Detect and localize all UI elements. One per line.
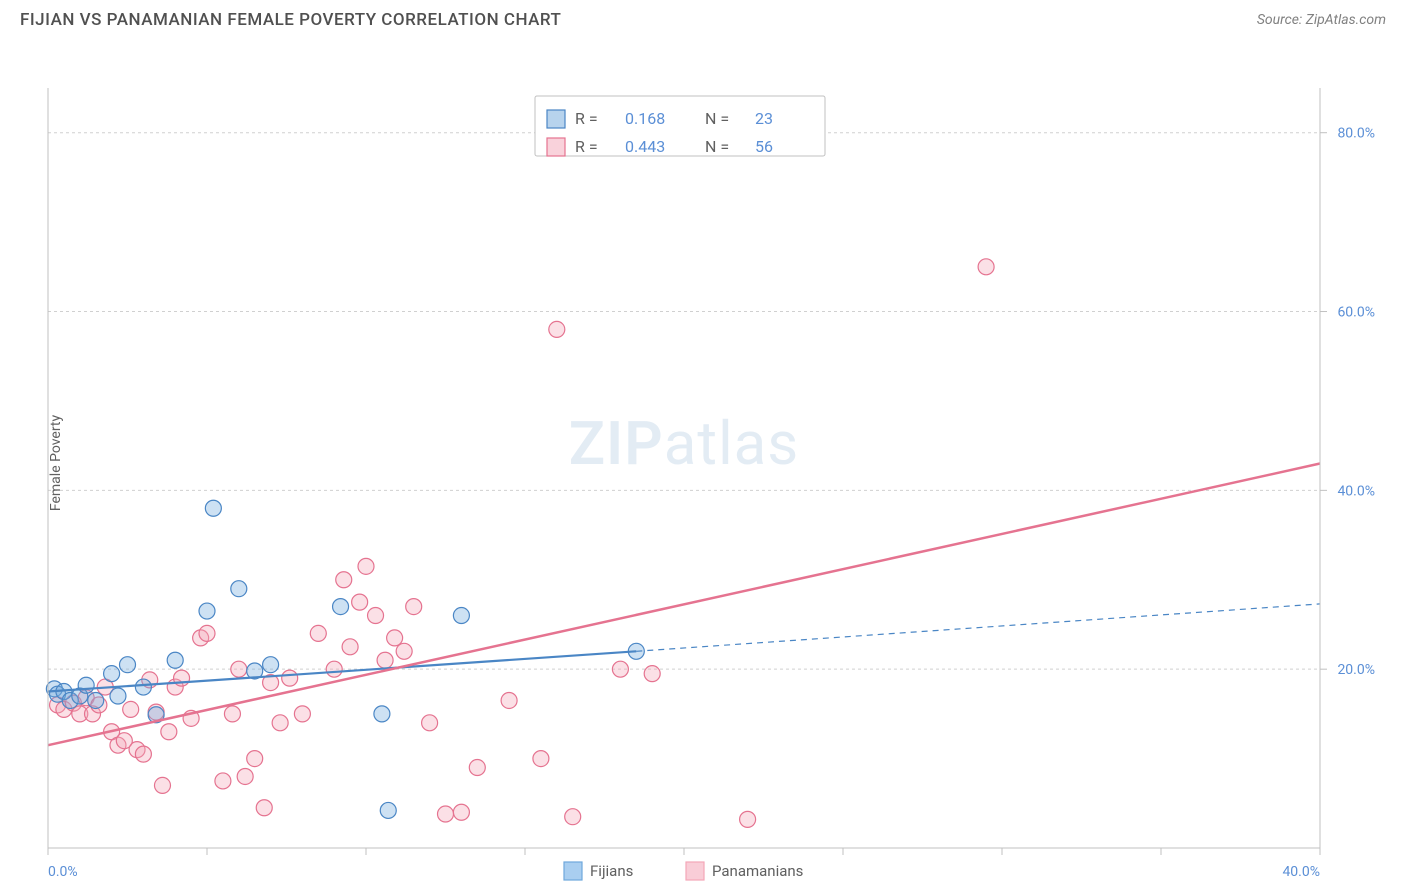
- data-point: [231, 581, 247, 597]
- legend-r-label: R =: [575, 137, 598, 156]
- data-point: [612, 661, 628, 677]
- watermark: ZIPatlas: [569, 408, 800, 479]
- data-point: [377, 652, 393, 668]
- data-point: [224, 706, 240, 722]
- scatter-chart: ZIPatlas 0.0% 40.0% 20.0% 40.0% 60.0% 80.0% R =…: [0, 38, 1406, 888]
- legend-n-label: N =: [705, 137, 729, 156]
- data-point: [123, 701, 139, 717]
- data-point: [422, 715, 438, 731]
- bottom-legend-swatch: [686, 862, 704, 880]
- data-point: [237, 768, 253, 784]
- data-point: [406, 599, 422, 615]
- data-point: [167, 652, 183, 668]
- data-point: [533, 751, 549, 767]
- data-point: [215, 773, 231, 789]
- data-point: [358, 558, 374, 574]
- legend-r-label: R =: [575, 109, 598, 128]
- y-tick-label: 80.0%: [1337, 126, 1375, 142]
- data-point: [333, 599, 349, 615]
- data-point: [272, 715, 288, 731]
- data-point: [205, 500, 221, 516]
- data-point: [438, 806, 454, 822]
- data-point: [310, 625, 326, 641]
- y-tick-label: 40.0%: [1337, 483, 1375, 499]
- y-tick-label: 60.0%: [1337, 305, 1375, 321]
- legend-swatch: [547, 138, 565, 156]
- data-point: [88, 692, 104, 708]
- data-point: [263, 657, 279, 673]
- data-point: [231, 661, 247, 677]
- data-point: [380, 802, 396, 818]
- x-tick-label: 0.0%: [48, 864, 78, 880]
- bottom-legend-label: Fijians: [590, 862, 633, 880]
- data-point: [256, 800, 272, 816]
- data-point: [342, 639, 358, 655]
- trend-line: [48, 464, 1320, 746]
- data-point: [396, 643, 412, 659]
- data-point: [453, 608, 469, 624]
- bottom-legend-swatch: [564, 862, 582, 880]
- data-point: [110, 688, 126, 704]
- data-point: [154, 777, 170, 793]
- data-point: [740, 811, 756, 827]
- data-point: [282, 670, 298, 686]
- data-point: [368, 608, 384, 624]
- chart-container: Female Poverty ZIPatlas 0.0% 40.0% 20.0% 40.…: [0, 38, 1406, 888]
- data-point: [387, 630, 403, 646]
- data-point: [199, 625, 215, 641]
- data-point: [453, 804, 469, 820]
- data-point: [469, 760, 485, 776]
- chart-title: FIJIAN VS PANAMANIAN FEMALE POVERTY CORR…: [20, 10, 561, 30]
- data-point: [336, 572, 352, 588]
- legend-n-value: 23: [755, 109, 773, 128]
- trend-line-extrapolated: [636, 604, 1320, 651]
- bottom-legend-label: Panamanians: [712, 862, 803, 880]
- data-point: [326, 661, 342, 677]
- data-point: [565, 809, 581, 825]
- data-point: [374, 706, 390, 722]
- y-tick-label: 20.0%: [1337, 662, 1375, 678]
- data-point: [294, 706, 310, 722]
- trend-line: [48, 651, 636, 691]
- data-point: [199, 603, 215, 619]
- x-tick-label: 40.0%: [1282, 864, 1320, 880]
- data-point: [501, 692, 517, 708]
- data-point: [161, 724, 177, 740]
- legend-r-value: 0.168: [625, 109, 665, 128]
- data-point: [135, 746, 151, 762]
- data-point: [352, 594, 368, 610]
- data-point: [247, 751, 263, 767]
- data-point: [549, 321, 565, 337]
- data-point: [78, 677, 94, 693]
- legend-n-label: N =: [705, 109, 729, 128]
- data-point: [644, 666, 660, 682]
- y-axis-label: Female Poverty: [48, 415, 64, 511]
- legend-r-value: 0.443: [625, 137, 665, 156]
- data-point: [120, 657, 136, 673]
- data-point: [978, 259, 994, 275]
- legend-swatch: [547, 110, 565, 128]
- data-point: [135, 679, 151, 695]
- source-attribution: Source: ZipAtlas.com: [1257, 12, 1386, 28]
- legend-n-value: 56: [755, 137, 773, 156]
- data-point: [104, 666, 120, 682]
